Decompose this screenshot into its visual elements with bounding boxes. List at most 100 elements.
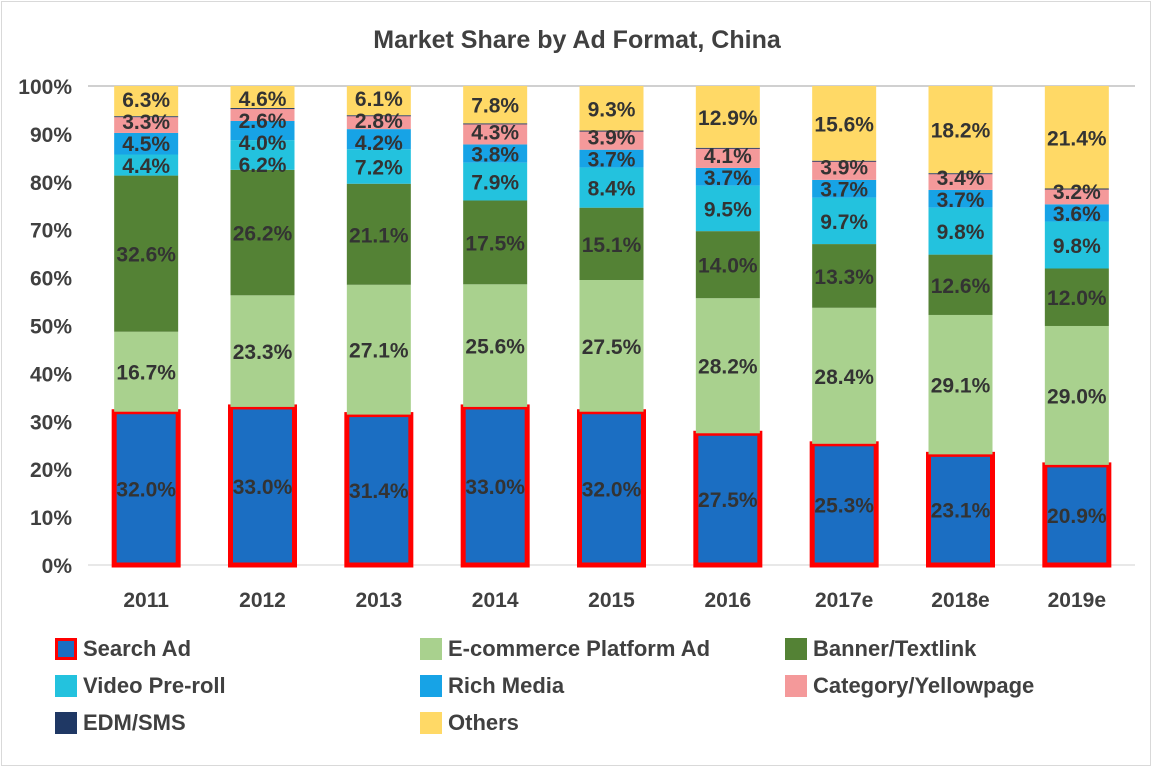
data-label: 29.0% — [1047, 385, 1107, 408]
bar-segment-e-commerce-platform-ad — [695, 298, 760, 434]
data-label: 18.2% — [931, 120, 991, 143]
data-label: 27.5% — [698, 489, 758, 512]
bar-segment-banner-textlink — [812, 244, 877, 308]
bar-segment-edm-sms — [463, 123, 528, 125]
bar-segment-category-yellowpage — [230, 108, 295, 121]
data-label: 21.4% — [1047, 127, 1107, 150]
bar-segment-banner-textlink — [1044, 268, 1109, 326]
bar-segment-rich-media — [230, 120, 295, 141]
bar-segment-banner-textlink — [114, 175, 179, 332]
x-tick-label: 2018e — [931, 589, 989, 612]
legend-label: Video Pre-roll — [83, 673, 226, 698]
bar-segment-e-commerce-platform-ad — [463, 284, 528, 407]
data-label: 4.6% — [239, 88, 287, 111]
data-label: 6.1% — [355, 88, 403, 111]
data-label: 13.3% — [814, 266, 874, 289]
bar-segment-category-yellowpage — [346, 115, 411, 130]
bar-segment-e-commerce-platform-ad — [346, 284, 411, 415]
bar-segment-others — [114, 86, 179, 117]
data-label: 4.5% — [122, 133, 170, 156]
bar-segment-rich-media — [1044, 204, 1109, 222]
data-label: 8.4% — [588, 178, 636, 201]
y-tick-label: 100% — [18, 76, 72, 99]
data-label: 16.7% — [116, 362, 176, 385]
data-label: 25.6% — [465, 336, 525, 359]
bar-segment-rich-media — [579, 149, 644, 168]
y-tick-label: 50% — [30, 316, 72, 339]
bar-segment-others — [928, 86, 993, 174]
bar-segment-banner-textlink — [695, 231, 760, 299]
y-tick-label: 20% — [30, 459, 72, 482]
data-label: 3.7% — [588, 149, 636, 172]
data-label: 27.5% — [582, 336, 642, 359]
legend-item: Search Ad — [55, 636, 191, 662]
data-label: 3.9% — [820, 157, 868, 180]
bar-segment-category-yellowpage — [928, 173, 993, 190]
data-label: 28.4% — [814, 366, 874, 389]
data-label: 9.8% — [1053, 235, 1101, 258]
data-label: 3.2% — [1053, 181, 1101, 204]
legend-swatch — [55, 675, 77, 697]
x-tick-label: 2012 — [239, 589, 286, 612]
legend-label: Rich Media — [448, 673, 565, 698]
bar-segment-rich-media — [346, 129, 411, 150]
x-tick-label: 2014 — [472, 589, 519, 612]
data-label: 27.1% — [349, 340, 409, 363]
bar-segment-e-commerce-platform-ad — [579, 279, 644, 412]
data-label: 32.0% — [116, 478, 176, 501]
bar-segment-video-pre-roll — [812, 197, 877, 245]
bar-segment-rich-media — [695, 167, 760, 186]
data-label: 12.9% — [698, 107, 758, 130]
y-tick-label: 80% — [30, 172, 72, 195]
bar-segment-video-pre-roll — [463, 162, 528, 201]
x-tick-label: 2011 — [123, 589, 169, 612]
bar-segment-edm-sms — [695, 147, 760, 149]
bar-segment-others — [1044, 86, 1109, 189]
bar-segment-banner-textlink — [230, 169, 295, 296]
data-label: 4.0% — [239, 132, 287, 155]
bar-segment-e-commerce-platform-ad — [928, 314, 993, 455]
data-label: 12.0% — [1047, 287, 1107, 310]
data-label: 3.9% — [588, 127, 636, 150]
data-label: 3.7% — [820, 179, 868, 202]
legend-label: Others — [448, 710, 519, 735]
data-label: 33.0% — [233, 476, 293, 499]
legend-swatch — [55, 712, 77, 734]
bar-segment-edm-sms — [346, 115, 411, 117]
bar-segment-search-ad — [693, 430, 763, 568]
bar-segment-category-yellowpage — [812, 161, 877, 180]
bar-segment-banner-textlink — [346, 183, 411, 285]
x-tick-label: 2015 — [588, 589, 635, 612]
data-label: 20.9% — [1047, 505, 1107, 528]
legend-label: Search Ad — [83, 636, 192, 661]
y-tick-label: 70% — [30, 220, 72, 243]
data-label: 21.1% — [349, 224, 409, 247]
data-label: 9.3% — [588, 98, 636, 121]
data-label: 6.2% — [239, 154, 287, 177]
bar-segment-video-pre-roll — [1044, 221, 1109, 269]
data-label: 9.5% — [704, 198, 752, 221]
data-label: 15.1% — [582, 234, 642, 257]
bar-segment-others — [230, 86, 295, 109]
legend-item: EDM/SMS — [55, 710, 186, 736]
bar-segment-others — [695, 86, 760, 148]
data-label: 3.8% — [471, 144, 519, 167]
y-tick-label: 10% — [30, 507, 72, 530]
bar-segment-banner-textlink — [579, 207, 644, 280]
data-label: 3.3% — [122, 111, 170, 134]
y-tick-label: 90% — [30, 124, 72, 147]
bar-segment-edm-sms — [1044, 188, 1109, 190]
data-label: 7.9% — [471, 172, 519, 195]
data-label: 15.6% — [814, 113, 874, 136]
data-label: 31.4% — [349, 480, 409, 503]
bar-segment-edm-sms — [230, 108, 295, 110]
bar-segment-rich-media — [114, 132, 179, 155]
x-tick-label: 2016 — [704, 589, 751, 612]
data-label: 32.6% — [116, 244, 176, 267]
data-label: 4.3% — [471, 122, 519, 145]
bar-segment-edm-sms — [579, 130, 644, 132]
data-label: 12.6% — [931, 275, 991, 298]
bar-segment-rich-media — [928, 189, 993, 208]
legend-label: E-commerce Platform Ad — [448, 636, 711, 661]
